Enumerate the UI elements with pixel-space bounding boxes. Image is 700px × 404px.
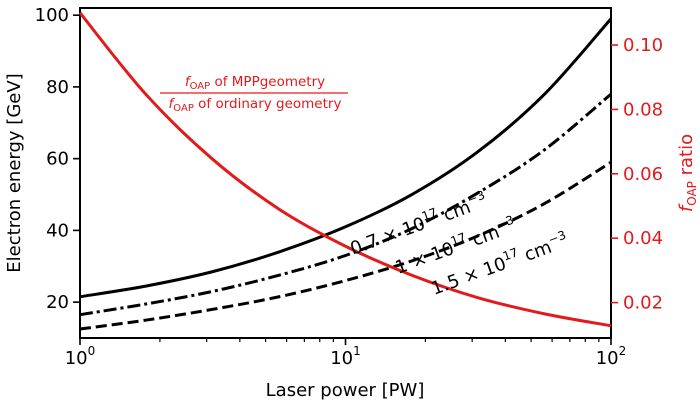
ratio-annotation: fOAP of MPPgeometry fOAP of ordinary geo… <box>160 74 348 114</box>
y-right-title-rest: ratio <box>676 134 697 181</box>
x-axis: 100 101 102 <box>65 338 627 369</box>
y-right-axis: 0.02 0.04 0.06 0.08 0.10 <box>611 35 663 314</box>
y-left-tick-label: 100 <box>35 5 69 26</box>
ratio-denominator: fOAP of ordinary geometry <box>169 96 342 114</box>
y-right-tick-label: 0.08 <box>623 99 663 120</box>
series-line-0-7e17 <box>79 17 613 299</box>
y-right-title-sub: OAP <box>685 181 699 206</box>
series-line-1e17 <box>79 92 612 317</box>
y-right-tick-label: 0.02 <box>623 293 663 314</box>
x-tick-label: 100 <box>65 344 96 369</box>
x-tick-label: 102 <box>596 344 627 369</box>
y-right-axis-title: fOAP ratio <box>676 134 699 212</box>
ratio-numerator: fOAP of MPPgeometry <box>185 74 325 92</box>
y-left-axis-title: Electron energy [GeV] <box>4 73 25 272</box>
y-right-tick-label: 0.10 <box>623 35 663 56</box>
y-left-tick-label: 20 <box>46 292 69 313</box>
y-right-tick-label: 0.06 <box>623 164 663 185</box>
y-left-tick-label: 80 <box>46 77 69 98</box>
y-left-tick-label: 40 <box>46 220 69 241</box>
y-left-tick-label: 60 <box>46 149 69 170</box>
series-line-foap-ratio <box>78 11 612 328</box>
y-left-axis: 20 40 60 80 100 <box>35 5 80 313</box>
series-line-1-5e17 <box>79 160 612 331</box>
x-tick-label: 101 <box>330 344 361 369</box>
plot-frame <box>79 7 612 339</box>
y-right-tick-label: 0.04 <box>623 228 663 249</box>
series-layer <box>78 11 613 331</box>
x-axis-title: Laser power [PW] <box>266 380 425 401</box>
y-right-title-f: f <box>676 203 697 212</box>
